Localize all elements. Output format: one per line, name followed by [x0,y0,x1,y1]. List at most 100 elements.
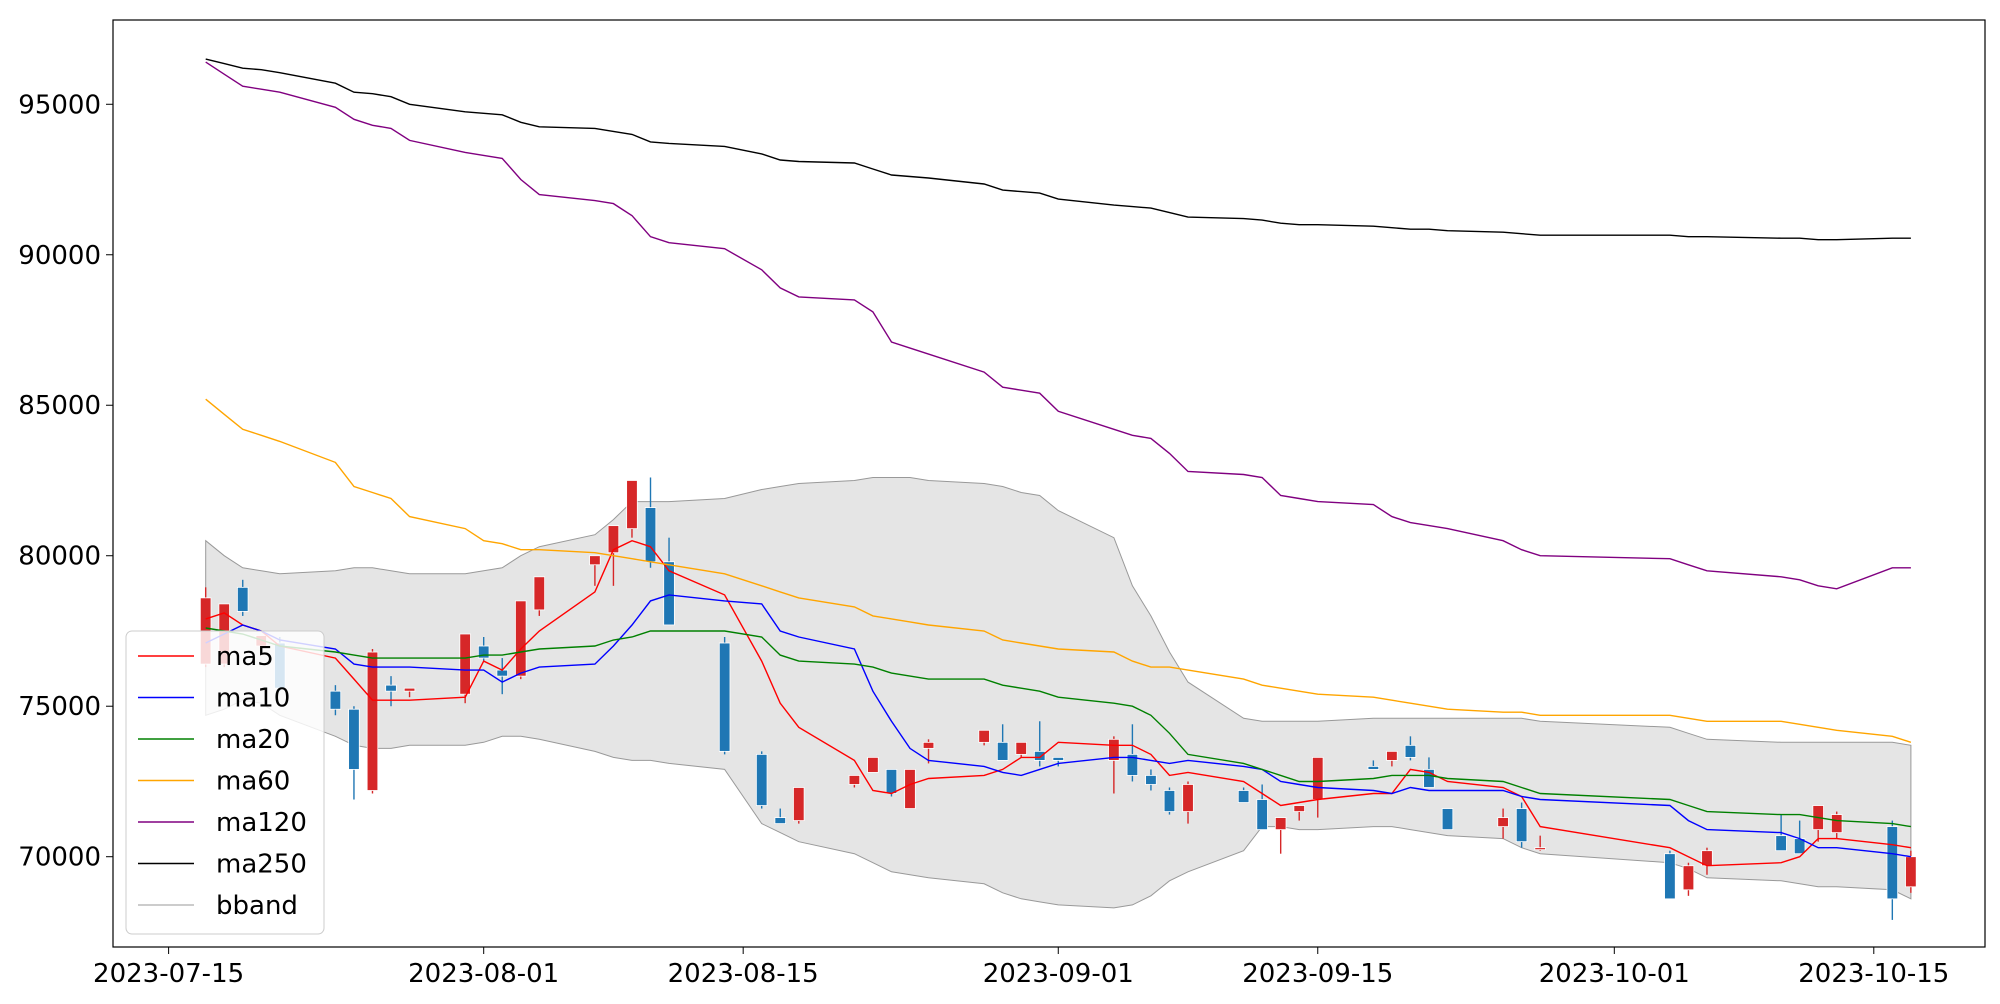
candle [1052,756,1064,767]
x-tick-label: 2023-10-15 [1798,959,1949,989]
series-line-ma250 [205,58,1911,241]
y-tick-label: 90000 [18,241,101,271]
candle [1386,750,1398,767]
x-tick-label: 2023-08-01 [408,959,559,989]
candle-body [1905,856,1917,888]
x-tick-label: 2023-09-15 [1242,959,1393,989]
candle-body [848,775,861,785]
candle-body [1182,784,1194,812]
candle [1182,781,1194,824]
bband-area [205,477,1912,909]
candle-body [1256,799,1268,831]
candle [1515,802,1528,848]
candle-body [663,561,675,626]
candle-body [1126,753,1139,776]
candle-body [718,642,731,752]
legend-label: bband [216,891,298,921]
candle-body [1497,817,1509,828]
candle [477,636,490,662]
candle-body [1034,750,1046,761]
candle-body [459,633,471,695]
legend-label: ma5 [216,642,274,672]
candle-body [1293,805,1305,812]
candle [848,775,861,788]
candle-body [366,651,379,791]
candle-body [1312,756,1324,800]
candle [1237,787,1250,803]
candle-body [774,817,786,825]
candle-body [1015,741,1027,755]
candle [922,739,935,764]
series-line-ma20 [205,627,1912,828]
x-tick-label: 2023-07-15 [93,959,244,989]
candle [1905,850,1917,893]
legend-label: ma120 [216,808,307,838]
candle-body [477,645,490,659]
candle [237,579,249,616]
candle-body [329,690,342,710]
candle-body [1274,817,1287,831]
series-line-ma10 [205,594,1912,858]
candle-body [1682,865,1695,891]
legend-label: ma20 [216,725,290,755]
candle-body [1108,738,1120,761]
candle [755,751,768,809]
candle-body [1515,808,1528,843]
legend-label: ma60 [216,767,290,797]
legend-label: ma250 [216,850,307,880]
y-axis: 70000 75000 80000 85000 90000 95000 [18,90,113,873]
candle-body [496,669,508,677]
candle [1664,850,1676,900]
legend-label: ma10 [216,684,290,714]
candle-body [867,756,879,773]
series-line-ma60 [205,398,1912,743]
candle-body [403,687,416,692]
candle-body [1534,847,1546,851]
candle [1293,805,1305,821]
candle [1404,736,1417,761]
candle-body [1367,766,1380,770]
candle-body [793,787,805,821]
candle-body [1886,826,1899,900]
candle-body [1664,853,1676,900]
candle-body [1145,775,1157,785]
x-axis: 2023-07-15 2023-08-01 2023-08-15 2023-09-01… [93,947,1949,989]
candle-body [1830,814,1843,834]
candle [718,636,731,755]
candle [1256,784,1268,831]
candle [774,808,786,825]
candle-body [904,769,916,809]
candle [1034,721,1046,767]
candle [1682,862,1695,896]
candle [348,706,360,800]
candle [1274,817,1287,854]
candle [329,685,342,716]
candle-body [996,741,1009,761]
candle-body [755,753,768,806]
candle-body [1386,750,1398,761]
candle-body [237,586,249,612]
candle [533,576,546,616]
candle [459,633,471,704]
plot-area [199,58,1917,920]
candle [589,555,601,586]
candle-body [922,741,935,749]
candle [403,687,416,698]
series-line-ma120 [205,61,1911,590]
candle-body [644,507,657,563]
candle-body [1404,744,1417,758]
candle [1015,741,1027,758]
candle-body [978,729,990,743]
axes-frame [112,19,1986,948]
candle-body [1441,808,1454,831]
candle [644,477,657,568]
candle [1886,820,1899,920]
candle-body [385,684,397,692]
y-tick-label: 75000 [18,692,101,722]
y-tick-label: 85000 [18,391,101,421]
candle [1163,787,1176,815]
candle-body [589,555,601,566]
legend-box [125,630,325,935]
candle [1497,808,1509,839]
